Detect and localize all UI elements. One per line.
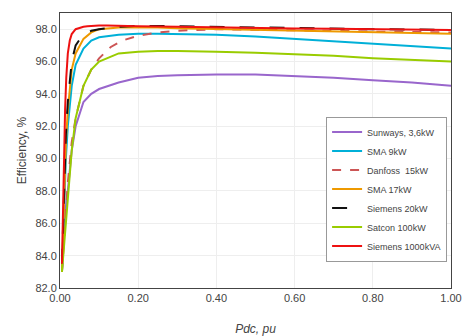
svg-text:1.00: 1.00 bbox=[440, 292, 461, 304]
svg-text:82.0: 82.0 bbox=[35, 282, 56, 294]
svg-text:0.80: 0.80 bbox=[362, 292, 383, 304]
svg-text:SMA 9kW: SMA 9kW bbox=[367, 147, 407, 157]
svg-text:Sunways, 3,6kW: Sunways, 3,6kW bbox=[367, 128, 435, 138]
svg-text:Efficiency, %: Efficiency, % bbox=[15, 116, 29, 184]
svg-text:0.40: 0.40 bbox=[206, 292, 227, 304]
svg-text:88.0: 88.0 bbox=[35, 185, 56, 197]
svg-text:92.0: 92.0 bbox=[35, 120, 56, 132]
svg-text:Pdc, pu: Pdc, pu bbox=[235, 322, 276, 336]
svg-text:98.0: 98.0 bbox=[35, 23, 56, 35]
svg-text:94.0: 94.0 bbox=[35, 88, 56, 100]
svg-text:86.0: 86.0 bbox=[35, 217, 56, 229]
svg-text:Siemens 20kW: Siemens 20kW bbox=[367, 204, 428, 214]
svg-text:90.0: 90.0 bbox=[35, 152, 56, 164]
svg-text:96.0: 96.0 bbox=[35, 55, 56, 67]
svg-text:0.20: 0.20 bbox=[127, 292, 148, 304]
svg-text:Siemens 1000kVA: Siemens 1000kVA bbox=[367, 242, 440, 252]
svg-text:0.00: 0.00 bbox=[49, 292, 70, 304]
svg-text:84.0: 84.0 bbox=[35, 250, 56, 262]
svg-text:0.60: 0.60 bbox=[284, 292, 305, 304]
svg-text:Danfoss 15kW: Danfoss 15kW bbox=[367, 166, 429, 176]
svg-text:SMA 17kW: SMA 17kW bbox=[367, 185, 412, 195]
svg-text:Satcon 100kW: Satcon 100kW bbox=[367, 223, 426, 233]
